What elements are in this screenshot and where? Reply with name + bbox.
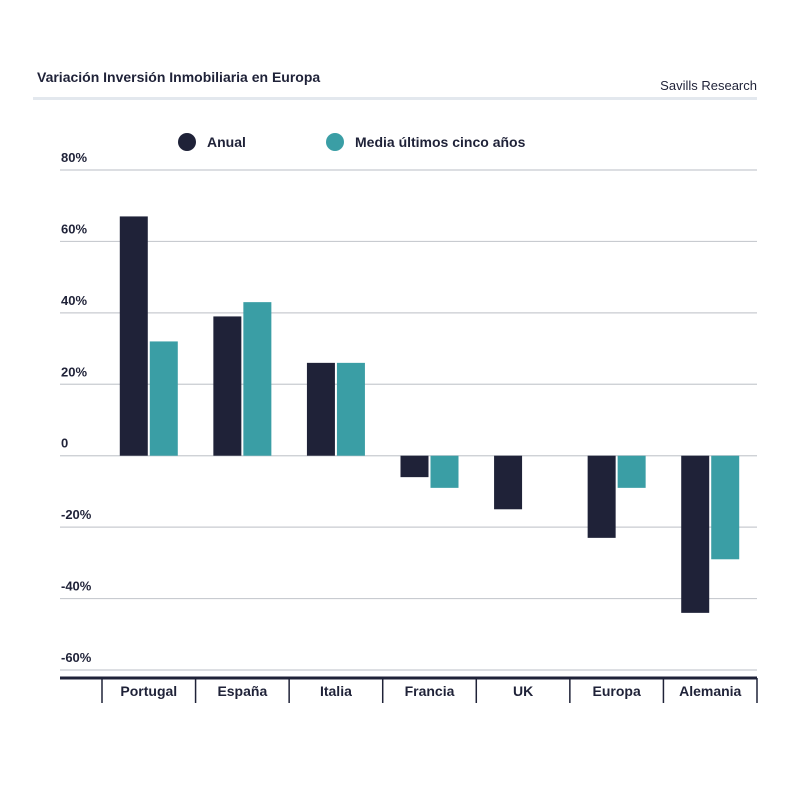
x-tick-label: España	[217, 683, 267, 699]
y-tick-label: -60%	[61, 650, 92, 665]
legend-label: Media últimos cinco años	[355, 134, 526, 150]
y-tick-label: 0	[61, 436, 68, 451]
y-tick-label: 60%	[61, 221, 87, 236]
y-tick-label: -20%	[61, 507, 92, 522]
bar-portugal-anual	[119, 216, 148, 456]
bar-francia-media	[430, 455, 459, 488]
bar-italia-media	[336, 362, 365, 456]
bar-españa-media	[243, 302, 272, 456]
bar-españa-anual	[213, 316, 242, 456]
header-divider	[33, 97, 757, 100]
bar-europa-anual	[587, 455, 616, 538]
x-tick-label: Italia	[320, 683, 352, 699]
legend-marker	[178, 133, 196, 151]
legend-label: Anual	[207, 134, 246, 150]
bar-europa-media	[617, 455, 646, 488]
y-tick-label: 40%	[61, 293, 87, 308]
y-tick-label: 80%	[61, 150, 87, 165]
bar-portugal-media	[149, 341, 178, 456]
bar-uk-anual	[494, 455, 523, 510]
source-label: Savills Research	[660, 78, 757, 93]
bar-alemania-media	[711, 455, 740, 560]
x-tick-label: UK	[513, 683, 533, 699]
x-tick-label: Portugal	[120, 683, 177, 699]
x-axis: Portugal España Italia Francia UK Europa Alema…	[60, 676, 758, 703]
x-tick-label: Alemania	[679, 683, 741, 699]
x-tick-label: Europa	[593, 683, 641, 699]
legend: Anual Media últimos cinco años	[178, 133, 526, 151]
chart-title: Variación Inversión Inmobiliaria en Euro…	[37, 69, 320, 85]
y-tick-label: 20%	[61, 364, 87, 379]
y-tick-label: -40%	[61, 579, 92, 594]
bar-francia-anual	[400, 455, 429, 478]
legend-marker	[326, 133, 344, 151]
bar-italia-anual	[306, 362, 335, 456]
x-tick-label: Francia	[405, 683, 455, 699]
bars	[119, 216, 740, 613]
bar-alemania-anual	[681, 455, 710, 613]
